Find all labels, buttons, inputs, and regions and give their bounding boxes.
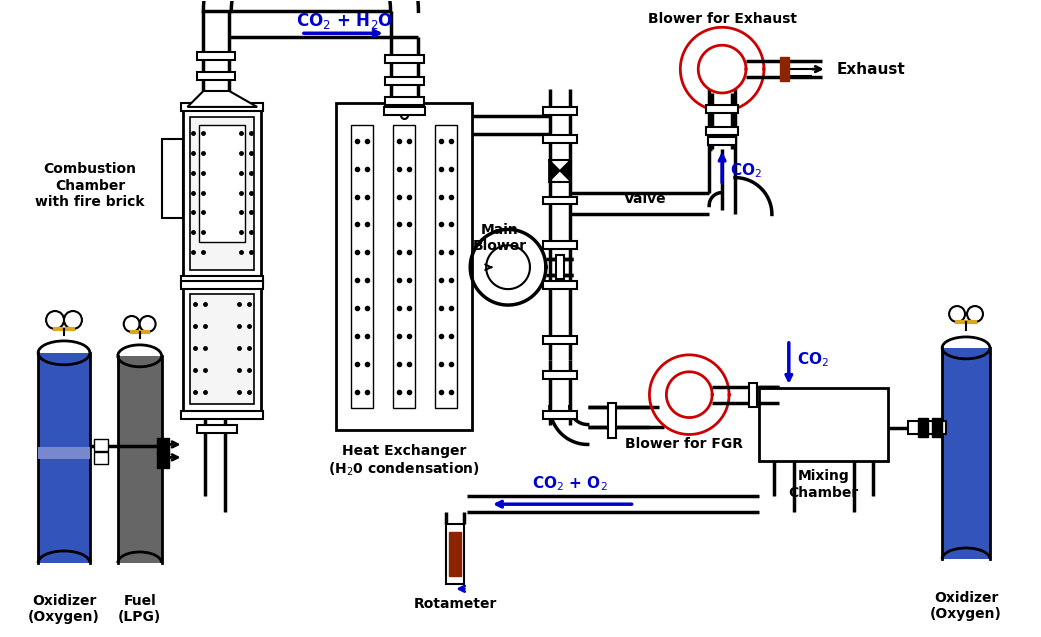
- Bar: [384, 55, 425, 63]
- Bar: [181, 411, 263, 419]
- Text: CO$_2$: CO$_2$: [730, 161, 762, 180]
- Bar: [200, 125, 246, 242]
- Bar: [183, 107, 261, 280]
- Bar: [543, 336, 577, 344]
- Polygon shape: [549, 160, 560, 182]
- Text: Fuel
(LPG): Fuel (LPG): [118, 594, 161, 624]
- Bar: [447, 524, 464, 584]
- Bar: [94, 440, 108, 452]
- Circle shape: [949, 306, 965, 322]
- Text: Oxidizer
(Oxygen): Oxidizer (Oxygen): [28, 594, 100, 624]
- Text: Oxidizer
(Oxygen): Oxidizer (Oxygen): [930, 590, 1002, 621]
- Bar: [708, 137, 736, 145]
- Bar: [336, 103, 473, 429]
- Bar: [198, 424, 237, 433]
- Bar: [181, 281, 263, 289]
- Polygon shape: [560, 160, 570, 182]
- Bar: [543, 281, 577, 289]
- Text: Mixing
Chamber: Mixing Chamber: [788, 469, 859, 499]
- Text: Valve: Valve: [624, 192, 666, 206]
- Text: CO$_2$ + H$_2$O: CO$_2$ + H$_2$O: [296, 11, 393, 31]
- Bar: [198, 72, 235, 80]
- Bar: [759, 388, 888, 461]
- Bar: [780, 57, 789, 81]
- Bar: [543, 107, 577, 115]
- Bar: [932, 418, 942, 438]
- Circle shape: [46, 311, 64, 329]
- Bar: [450, 532, 461, 576]
- Bar: [608, 403, 615, 438]
- Bar: [39, 447, 90, 459]
- Bar: [156, 438, 169, 454]
- Polygon shape: [187, 91, 257, 107]
- Bar: [39, 353, 90, 563]
- Bar: [918, 418, 929, 438]
- Bar: [181, 103, 263, 111]
- Bar: [183, 285, 261, 415]
- Text: Combustion
Chamber
with fire brick: Combustion Chamber with fire brick: [35, 162, 145, 209]
- Bar: [383, 107, 426, 115]
- Bar: [181, 276, 263, 284]
- Bar: [706, 105, 738, 113]
- Text: CO$_2$: CO$_2$: [796, 350, 829, 369]
- Bar: [161, 139, 183, 218]
- Bar: [351, 125, 373, 408]
- Bar: [543, 371, 577, 379]
- Circle shape: [124, 316, 139, 332]
- Circle shape: [967, 306, 983, 322]
- Bar: [556, 255, 564, 279]
- Text: Exhaust: Exhaust: [837, 62, 906, 76]
- Bar: [191, 294, 254, 404]
- Bar: [384, 97, 425, 105]
- Circle shape: [64, 311, 82, 329]
- Bar: [543, 197, 577, 204]
- Bar: [748, 383, 757, 406]
- Bar: [543, 411, 577, 419]
- Text: CO$_2$ + O$_2$: CO$_2$ + O$_2$: [532, 475, 608, 493]
- Bar: [942, 348, 990, 559]
- Circle shape: [139, 316, 155, 332]
- Bar: [384, 77, 425, 85]
- Bar: [543, 135, 577, 143]
- Bar: [543, 241, 577, 249]
- Bar: [435, 125, 457, 408]
- Bar: [393, 125, 415, 408]
- Text: Blower for Exhaust: Blower for Exhaust: [648, 12, 796, 26]
- Bar: [94, 452, 108, 464]
- Text: Blower for FGR: Blower for FGR: [626, 438, 743, 452]
- Bar: [909, 420, 946, 434]
- Bar: [156, 452, 169, 468]
- Bar: [191, 117, 254, 270]
- Text: Rotameter: Rotameter: [413, 597, 497, 611]
- Text: Heat Exchanger
(H$_2$0 condensation): Heat Exchanger (H$_2$0 condensation): [328, 445, 480, 478]
- Bar: [118, 356, 161, 563]
- Bar: [198, 52, 235, 60]
- Text: Main
Blower: Main Blower: [473, 223, 527, 254]
- Bar: [706, 127, 738, 135]
